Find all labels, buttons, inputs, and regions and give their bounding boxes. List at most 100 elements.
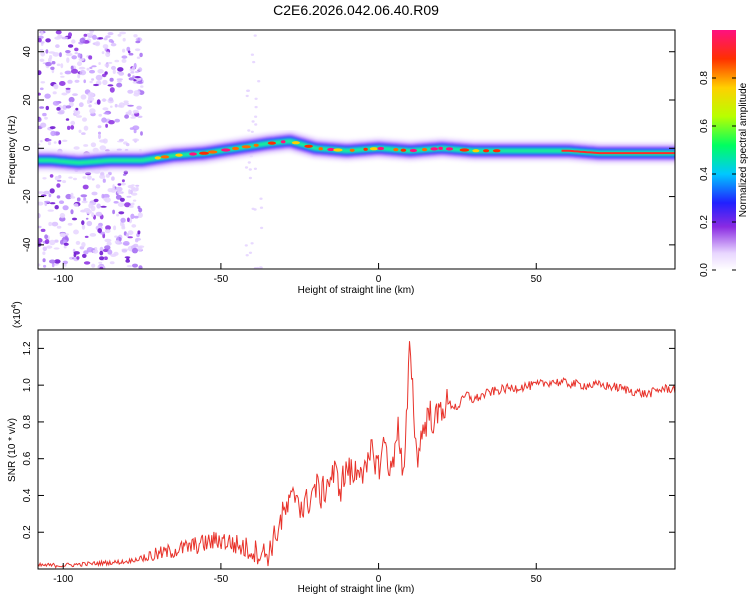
- noise-speckle: [44, 116, 48, 120]
- noise-speckle: [107, 188, 114, 193]
- noise-speckle: [79, 69, 87, 76]
- noise-speckle: [139, 52, 143, 58]
- noise-speckle: [250, 130, 254, 133]
- colorbar-label: Normalized spectral amplitude: [738, 82, 749, 217]
- noise-speckle: [45, 38, 51, 43]
- snr-y-ticks: 0.2 0.4 0.6 0.8 1.0 1.2: [22, 341, 675, 539]
- noise-speckle: [116, 82, 123, 88]
- noise-speckle: [42, 246, 47, 252]
- noise-speckle: [118, 71, 125, 76]
- noise-speckle: [67, 79, 73, 84]
- spectrogram-x-tick-label: -100: [53, 274, 73, 285]
- noise-speckle: [135, 186, 139, 192]
- ridge-peak: [349, 148, 355, 152]
- noise-speckle: [137, 115, 143, 119]
- noise-speckle: [247, 161, 251, 164]
- noise-speckle: [80, 94, 87, 100]
- noise-speckle: [40, 81, 46, 84]
- noise-speckle: [115, 194, 122, 200]
- noise-speckle: [120, 217, 126, 223]
- noise-speckle: [124, 202, 131, 208]
- noise-speckle: [125, 111, 132, 115]
- noise-speckle: [105, 123, 108, 128]
- snr-x-tick-label: 50: [531, 574, 543, 585]
- noise-speckle: [108, 97, 114, 102]
- noise-speckle: [38, 38, 42, 43]
- ridge-peak: [160, 155, 170, 159]
- noise-speckle: [114, 118, 120, 123]
- noise-speckle: [82, 184, 89, 190]
- spectrogram-x-tick-label: 0: [376, 274, 382, 285]
- noise-speckle: [132, 75, 135, 79]
- noise-speckle: [117, 190, 122, 194]
- noise-speckle: [245, 254, 249, 257]
- snr-x-axis-label: Height of straight line (km): [298, 584, 415, 595]
- noise-speckle: [38, 143, 41, 146]
- noise-speckle: [130, 116, 136, 119]
- ridge-peak: [304, 144, 313, 148]
- noise-speckle: [81, 200, 88, 204]
- noise-speckle: [65, 52, 73, 57]
- noise-speckle: [93, 198, 99, 203]
- snr-frame: [37, 329, 676, 570]
- noise-speckle: [247, 129, 251, 132]
- noise-speckle: [84, 235, 89, 238]
- spectrogram-x-axis-label: Height of straight line (km): [298, 285, 415, 296]
- noise-speckle: [101, 51, 105, 55]
- colorbar: 0.0 0.2 0.4 0.6 0.8 Normalized spectral ampl…: [699, 30, 749, 277]
- noise-speckle: [137, 212, 143, 218]
- noise-speckle: [121, 179, 125, 183]
- noise-speckle: [53, 141, 57, 144]
- noise-speckle: [104, 245, 111, 250]
- noise-speckle: [39, 106, 45, 109]
- noise-speckle: [114, 103, 118, 108]
- noise-speckle: [73, 203, 79, 207]
- noise-speckle: [58, 140, 62, 145]
- noise-speckle: [67, 125, 71, 130]
- spectrogram-y-axis-label: Frequency (Hz): [7, 116, 18, 185]
- spectrogram-y-tick-label: -40: [22, 237, 33, 252]
- noise-speckle: [42, 112, 47, 117]
- noise-speckle: [89, 200, 94, 203]
- noise-speckle: [56, 195, 61, 199]
- noise-speckle: [49, 126, 56, 130]
- noise-speckle: [66, 57, 70, 63]
- noise-speckle: [46, 245, 53, 249]
- noise-speckle: [104, 197, 111, 203]
- noise-speckle: [135, 40, 141, 44]
- noise-speckle: [131, 224, 137, 228]
- colorbar-tick-label: 0.8: [699, 71, 710, 85]
- noise-speckle: [107, 31, 114, 36]
- noise-speckle: [99, 174, 106, 179]
- noise-speckle: [90, 205, 96, 212]
- snr-y-tick-label: 0.4: [22, 488, 33, 502]
- noise-speckle: [96, 203, 101, 209]
- colorbar-tick-label: 0.0: [699, 263, 710, 277]
- noise-speckle: [56, 63, 61, 67]
- noise-speckle: [46, 138, 52, 142]
- noise-speckle: [137, 230, 141, 235]
- noise-speckle: [65, 87, 71, 90]
- noise-speckle: [45, 61, 52, 67]
- noise-speckle: [131, 184, 135, 187]
- noise-speckle: [55, 30, 62, 35]
- ridge-tail: [561, 149, 675, 155]
- noise-speckle: [59, 232, 66, 238]
- noise-speckle: [99, 139, 106, 143]
- ridge-peak: [459, 148, 470, 152]
- noise-speckle: [83, 125, 89, 131]
- noise-speckle: [123, 100, 129, 103]
- noise-speckle: [70, 120, 76, 126]
- snr-y-tick-label: 0.8: [22, 415, 33, 429]
- noise-speckle: [126, 46, 131, 52]
- noise-speckle: [112, 209, 115, 215]
- colorbar-tick-label: 0.2: [699, 215, 710, 229]
- noise-speckle: [59, 216, 66, 222]
- noise-speckle: [92, 249, 99, 254]
- noise-speckle: [133, 34, 138, 38]
- noise-speckle: [132, 199, 137, 202]
- noise-speckle: [61, 92, 68, 96]
- noise-speckle: [121, 55, 128, 59]
- noise-speckle: [114, 59, 120, 63]
